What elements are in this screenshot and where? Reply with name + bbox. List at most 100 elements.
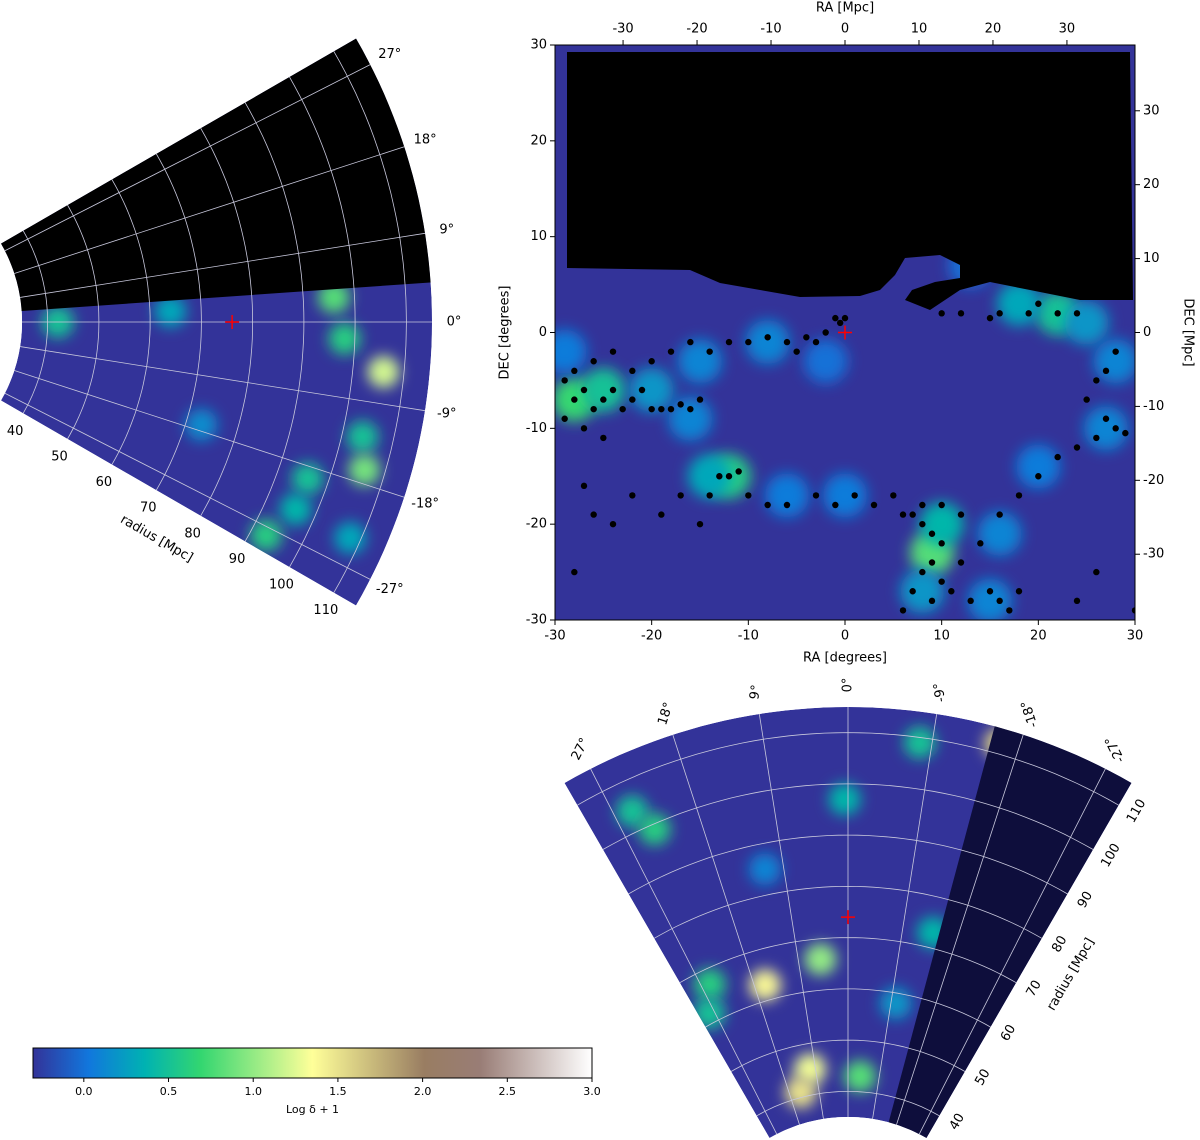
galaxy-point xyxy=(677,492,684,499)
galaxy-point xyxy=(836,319,844,327)
density-blob xyxy=(367,355,400,388)
y-tick-label: 0 xyxy=(539,325,547,340)
galaxy-point xyxy=(1131,607,1135,614)
galaxy-point xyxy=(1073,597,1081,605)
density-blob xyxy=(1016,444,1061,489)
galaxy-point xyxy=(957,511,965,518)
angle-tick-label: 0° xyxy=(841,678,856,693)
galaxy-point xyxy=(1112,348,1119,355)
galaxy-point xyxy=(841,314,849,322)
density-blob xyxy=(668,396,713,441)
angle-tick-label: 9° xyxy=(747,684,764,701)
galaxy-point xyxy=(600,434,607,442)
density-blob xyxy=(748,853,781,886)
density-blob xyxy=(328,322,361,355)
galaxy-point xyxy=(609,520,617,528)
y2-tick-label: 0 xyxy=(1143,325,1151,340)
angle-tick-label: -9° xyxy=(437,407,456,422)
angle-tick-label: 9° xyxy=(439,222,454,237)
galaxy-point xyxy=(832,314,839,322)
density-blob xyxy=(977,511,1022,556)
radius-tick-label: 80 xyxy=(184,526,201,541)
grid-line xyxy=(590,768,778,1135)
angle-tick-label: -9° xyxy=(931,681,949,703)
galaxy-point xyxy=(658,511,665,518)
radius-tick-label: 50 xyxy=(972,1067,993,1089)
galaxy-point xyxy=(687,405,694,413)
galaxy-point xyxy=(590,511,597,518)
wedge-plot xyxy=(1,38,432,606)
colorbar-tick-label: 3.0 xyxy=(583,1085,601,1098)
x2-tick-label: -10 xyxy=(760,22,781,37)
galaxy-point xyxy=(928,597,936,605)
galaxy-point xyxy=(609,348,617,355)
galaxy-point xyxy=(629,492,636,499)
y2-tick-label: 20 xyxy=(1143,177,1160,192)
galaxy-point xyxy=(822,329,829,336)
density-blob xyxy=(765,473,809,518)
radius-tick-label: 40 xyxy=(7,424,24,439)
density-blob xyxy=(678,339,722,384)
galaxy-point xyxy=(803,334,810,341)
galaxy-point xyxy=(745,338,752,346)
galaxy-point xyxy=(967,597,974,605)
y-axis-label: DEC [degrees] xyxy=(498,286,513,380)
galaxy-point xyxy=(571,568,578,576)
grid-line xyxy=(20,346,426,412)
radius-tick-label: 50 xyxy=(51,449,68,464)
grid-line xyxy=(4,392,371,580)
galaxy-point xyxy=(677,401,684,408)
galaxy-point xyxy=(580,482,588,490)
x-tick-label: 30 xyxy=(1127,629,1144,644)
density-blob xyxy=(250,519,283,552)
galaxy-point xyxy=(1073,444,1081,451)
galaxy-point xyxy=(580,386,588,394)
galaxy-point xyxy=(938,578,945,585)
survey-mask xyxy=(567,52,1133,310)
radius-tick-label: 100 xyxy=(269,578,294,593)
radius-tick-label: 110 xyxy=(313,603,338,618)
radius-tick-label: 90 xyxy=(1075,889,1096,911)
density-blob xyxy=(629,368,674,412)
galaxy-point xyxy=(783,338,791,346)
x-tick-label: -10 xyxy=(738,629,759,644)
galaxy-point xyxy=(996,310,1003,317)
density-blob xyxy=(291,462,324,495)
galaxy-point xyxy=(919,520,926,528)
x2-axis-label: RA [Mpc] xyxy=(816,1,874,16)
galaxy-point xyxy=(812,492,820,499)
colorbar-tick-label: 0.5 xyxy=(160,1085,178,1098)
galaxy-point xyxy=(928,559,936,566)
galaxy-point xyxy=(1035,300,1042,307)
galaxy-point xyxy=(890,492,897,499)
galaxy-point xyxy=(696,520,704,528)
galaxy-point xyxy=(1122,429,1129,437)
galaxy-point xyxy=(1054,310,1061,317)
grid-line xyxy=(758,713,824,1119)
density-blob xyxy=(844,1060,877,1093)
galaxy-point xyxy=(1054,453,1061,461)
y2-tick-label: -20 xyxy=(1143,473,1164,488)
x-tick-label: -30 xyxy=(544,629,565,644)
galaxy-point xyxy=(832,501,839,509)
angle-tick-label: 27° xyxy=(569,736,593,763)
galaxy-point xyxy=(986,588,994,595)
heatmap-plot xyxy=(555,45,1135,620)
y-tick-label: 20 xyxy=(530,133,547,148)
angle-tick-label: 18° xyxy=(655,701,676,728)
galaxy-point xyxy=(977,540,984,547)
galaxy-point xyxy=(1015,492,1023,499)
galaxy-point xyxy=(706,348,713,355)
radius-tick-label: 100 xyxy=(1098,841,1123,870)
x-tick-label: 10 xyxy=(933,629,950,644)
colorbar-tick-label: 1.0 xyxy=(244,1085,262,1098)
density-blob xyxy=(348,453,381,486)
y2-axis-label: DEC [Mpc] xyxy=(1181,298,1196,366)
galaxy-point xyxy=(783,501,791,509)
colorbar-tick-label: 0.0 xyxy=(75,1085,93,1098)
galaxy-point xyxy=(590,358,597,365)
galaxy-point xyxy=(561,377,568,384)
galaxy-point xyxy=(561,415,568,422)
colorbar xyxy=(32,1047,593,1079)
radius-tick-label: 70 xyxy=(1024,978,1045,1000)
